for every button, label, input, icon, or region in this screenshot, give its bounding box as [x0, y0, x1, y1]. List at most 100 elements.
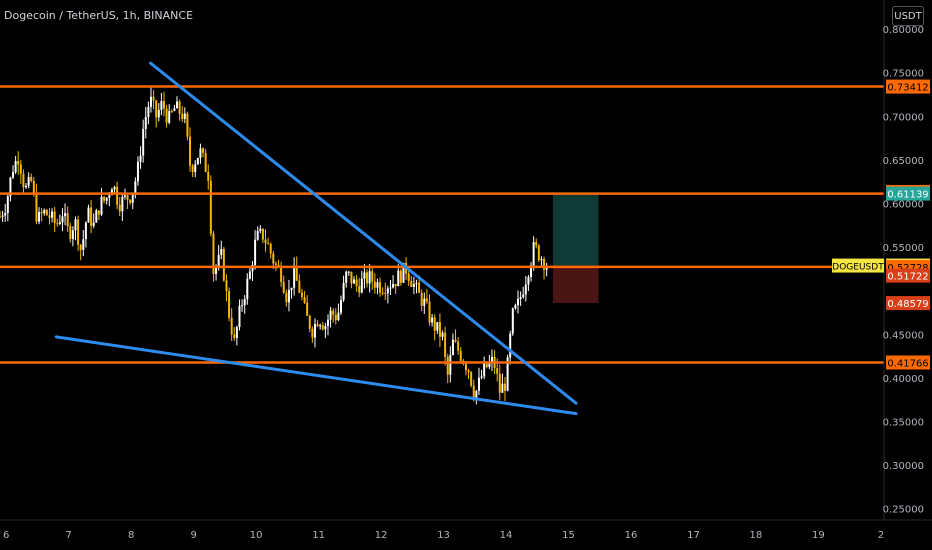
trendline-descending-resistance[interactable] [149, 61, 578, 405]
candle-body [514, 305, 517, 309]
candle-body [530, 265, 533, 278]
y-tick-label: 0.35000 [883, 417, 924, 428]
x-tick-label: 2 [878, 530, 884, 541]
candle-body [464, 363, 467, 371]
candle-body [475, 390, 478, 399]
candle-body [139, 155, 142, 162]
candle-body [123, 195, 126, 197]
candle-body [415, 282, 418, 285]
candle-body [147, 106, 150, 118]
candle-body [506, 357, 509, 391]
candle-body [436, 322, 439, 331]
x-tick-label: 9 [190, 530, 196, 541]
candle-body [110, 189, 113, 196]
candle-body [149, 96, 152, 107]
candle-body [113, 186, 116, 190]
candle-body [379, 282, 382, 293]
stop-zone[interactable] [552, 265, 599, 304]
candle-body [225, 280, 228, 292]
candle-body [503, 383, 506, 391]
candle-body [155, 100, 158, 118]
candle-body [287, 289, 290, 303]
candle-body [134, 181, 137, 193]
candle-body [311, 328, 314, 338]
candle-body [103, 196, 106, 201]
y-tick-label: 0.65000 [883, 156, 924, 167]
candle-body [280, 266, 283, 282]
price-label-text: 0.41766 [887, 358, 928, 369]
candle-body [326, 319, 329, 327]
candle-body [353, 279, 356, 284]
candle-body [423, 298, 426, 306]
candle-body [30, 176, 33, 181]
candle-body [490, 356, 493, 362]
candle-body [228, 291, 231, 318]
candle-body [535, 242, 538, 246]
candle-body [300, 292, 303, 298]
target-zone[interactable] [552, 193, 599, 266]
candle-body [233, 334, 236, 338]
candle-body [295, 266, 298, 281]
candle-body [457, 341, 460, 351]
x-tick-label: 16 [625, 530, 638, 541]
candle-body [412, 284, 415, 287]
candle-body [152, 96, 155, 101]
candle-body [183, 113, 186, 120]
candle-body [118, 204, 121, 212]
candle-body [293, 266, 296, 288]
candle-body [215, 266, 218, 275]
price-label-tag [886, 296, 930, 311]
candle-body [173, 108, 176, 112]
candle-body [274, 263, 277, 265]
candle-body [217, 254, 220, 267]
candle-body [212, 233, 215, 275]
candle-body [449, 354, 452, 375]
candle-body [97, 210, 100, 215]
candle-body [56, 223, 59, 225]
candle-body [9, 177, 12, 197]
candle-body [527, 277, 530, 285]
candle-body [298, 280, 301, 293]
candle-body [199, 148, 202, 159]
candle-body [509, 333, 512, 358]
candle-body [329, 310, 332, 320]
x-tick-label: 19 [812, 530, 825, 541]
price-label-tag [886, 186, 930, 201]
x-tick-label: 6 [3, 530, 9, 541]
candle-body [337, 312, 340, 321]
candle-body [524, 284, 527, 295]
candle-body [433, 317, 436, 331]
candle-body [129, 199, 132, 203]
candle-body [392, 283, 395, 288]
x-tick-label: 8 [128, 530, 134, 541]
candle-body [470, 371, 473, 386]
candle-body [519, 297, 522, 299]
candle-body [82, 239, 85, 250]
candle-body [170, 111, 173, 113]
candle-body [90, 207, 93, 226]
candle-body [472, 385, 475, 399]
candle-body [259, 228, 262, 231]
candle-body [459, 350, 462, 361]
x-tick-label: 17 [687, 530, 700, 541]
candle-body [160, 101, 163, 110]
candle-body [22, 173, 25, 188]
candle-body [157, 109, 160, 118]
candle-body [0, 216, 1, 218]
candle-body [77, 219, 80, 245]
candle-body [38, 212, 41, 222]
trendline-support[interactable] [54, 335, 578, 416]
candle-body [207, 171, 210, 181]
candle-body [488, 361, 491, 368]
candle-body [441, 332, 444, 337]
candle-body [451, 339, 454, 355]
candle-body [420, 292, 423, 306]
candle-body [545, 267, 548, 270]
candle-body [14, 161, 17, 173]
candle-body [285, 292, 288, 303]
candle-body [342, 282, 345, 300]
currency-button[interactable]: USDT [892, 6, 924, 26]
candle-body [186, 113, 189, 137]
candle-body [321, 325, 324, 330]
